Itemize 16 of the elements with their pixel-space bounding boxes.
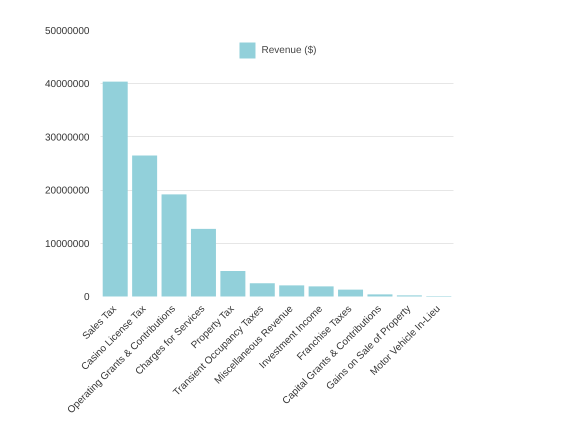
y-tick-label: 30000000 bbox=[45, 132, 90, 144]
bar bbox=[102, 82, 128, 296]
y-tick-label: 50000000 bbox=[45, 26, 90, 37]
bar bbox=[308, 286, 334, 296]
bar bbox=[132, 156, 158, 296]
bar bbox=[190, 228, 216, 296]
bar bbox=[338, 290, 364, 296]
y-tick-label: 20000000 bbox=[45, 186, 90, 197]
y-tick-label: 40000000 bbox=[45, 79, 90, 90]
bar bbox=[279, 285, 304, 296]
y-tick-label: 0 bbox=[84, 292, 90, 303]
bar bbox=[162, 194, 187, 296]
legend-label: Revenue ($) bbox=[261, 44, 317, 56]
y-tick-label: 10000000 bbox=[45, 238, 90, 250]
bar bbox=[250, 283, 275, 296]
bar bbox=[220, 270, 246, 296]
